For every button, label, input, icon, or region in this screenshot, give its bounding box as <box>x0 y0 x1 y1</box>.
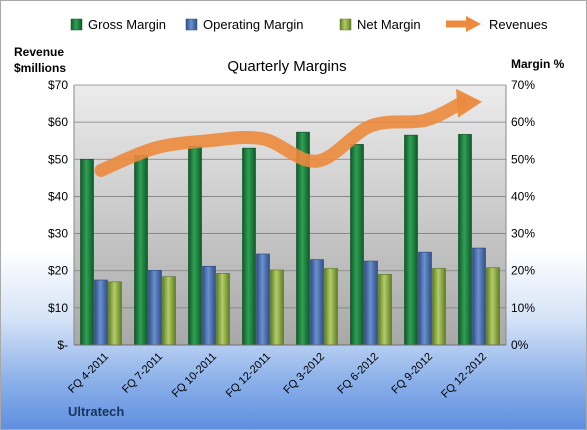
company-name: Ultratech <box>68 404 124 419</box>
gross-margin-bar <box>188 145 202 346</box>
legend-swatch-gross-margin <box>70 18 83 31</box>
left-tick-label: $70 <box>48 78 68 92</box>
gross-margin-bar <box>458 134 472 346</box>
right-tick-label: 50% <box>511 152 535 166</box>
category-label: FQ 7-2011 <box>120 351 165 396</box>
category-label: FQ 6-2012 <box>335 351 381 397</box>
left-tick-label: $60 <box>48 115 68 129</box>
net-margin-bar <box>216 273 230 346</box>
right-tick-label: 10% <box>511 301 535 315</box>
net-margin-bar <box>486 267 500 346</box>
right-tick-label: 60% <box>511 115 535 129</box>
revenues-line <box>94 96 468 177</box>
category-label: FQ 4-2011 <box>66 351 111 396</box>
operating-margin-bar <box>94 279 108 346</box>
y-left-title-line2: $millions <box>14 61 66 75</box>
net-margin-bar <box>378 274 392 346</box>
operating-margin-bar <box>472 247 486 346</box>
legend-label-gross-margin: Gross Margin <box>88 17 166 32</box>
operating-margin-bar <box>364 260 378 346</box>
left-tick-labels: $- $10 $20 $30 $40 $50 $60 $70 <box>48 78 68 352</box>
left-tick-label: $10 <box>48 301 68 315</box>
legend-label-net-margin: Net Margin <box>357 17 421 32</box>
left-tick-label: $50 <box>48 152 68 166</box>
gross-margin-bar <box>350 144 364 346</box>
right-tick-label: 40% <box>511 189 535 203</box>
y-right-title: Margin % <box>511 57 565 71</box>
operating-margin-bar <box>418 251 432 346</box>
gross-margin-bar <box>80 158 94 346</box>
legend-swatch-net-margin <box>339 18 352 31</box>
legend: Gross Margin Operating Margin Net Margin… <box>70 16 548 32</box>
net-margin-bar <box>108 281 122 346</box>
net-margin-bar <box>432 268 446 346</box>
legend-swatch-operating-margin <box>185 18 198 31</box>
operating-margin-bar <box>148 270 162 346</box>
category-label: FQ 9-2012 <box>389 351 435 397</box>
gross-margin-bar <box>404 134 418 346</box>
left-tick-label: $30 <box>48 227 68 241</box>
legend-label-revenues: Revenues <box>489 17 548 32</box>
right-tick-label: 0% <box>511 338 529 352</box>
left-tick-label: $40 <box>48 189 68 203</box>
right-tick-label: 70% <box>511 78 535 92</box>
legend-label-operating-margin: Operating Margin <box>203 17 303 32</box>
legend-arrow-revenues <box>466 16 481 32</box>
category-label: FQ 10-2011 <box>170 351 219 400</box>
category-label: FQ 12-2012 <box>439 351 489 401</box>
chart-title: Quarterly Margins <box>227 58 346 75</box>
revenues-arrowhead <box>456 88 482 118</box>
operating-margin-bar <box>202 265 216 346</box>
left-tick-label: $- <box>57 338 68 352</box>
net-margin-bar <box>270 269 284 346</box>
right-tick-labels: 0% 10% 20% 30% 40% 50% 60% 70% <box>511 78 535 352</box>
net-margin-bar <box>324 268 338 346</box>
category-label: FQ 12-2011 <box>224 351 273 400</box>
net-margin-bar <box>162 276 176 346</box>
operating-margin-bar <box>256 253 270 346</box>
gross-margin-bar <box>242 147 256 346</box>
right-tick-label: 20% <box>511 264 535 278</box>
y-left-title-line1: Revenue <box>14 45 64 59</box>
right-tick-label: 30% <box>511 227 535 241</box>
operating-margin-bar <box>310 259 324 346</box>
category-label: FQ 3-2012 <box>281 351 327 397</box>
gross-margin-bar <box>134 155 148 346</box>
category-labels: FQ 4-2011 FQ 7-2011 FQ 10-2011 FQ 12-2011 FQ… <box>66 351 489 401</box>
left-tick-label: $20 <box>48 264 68 278</box>
